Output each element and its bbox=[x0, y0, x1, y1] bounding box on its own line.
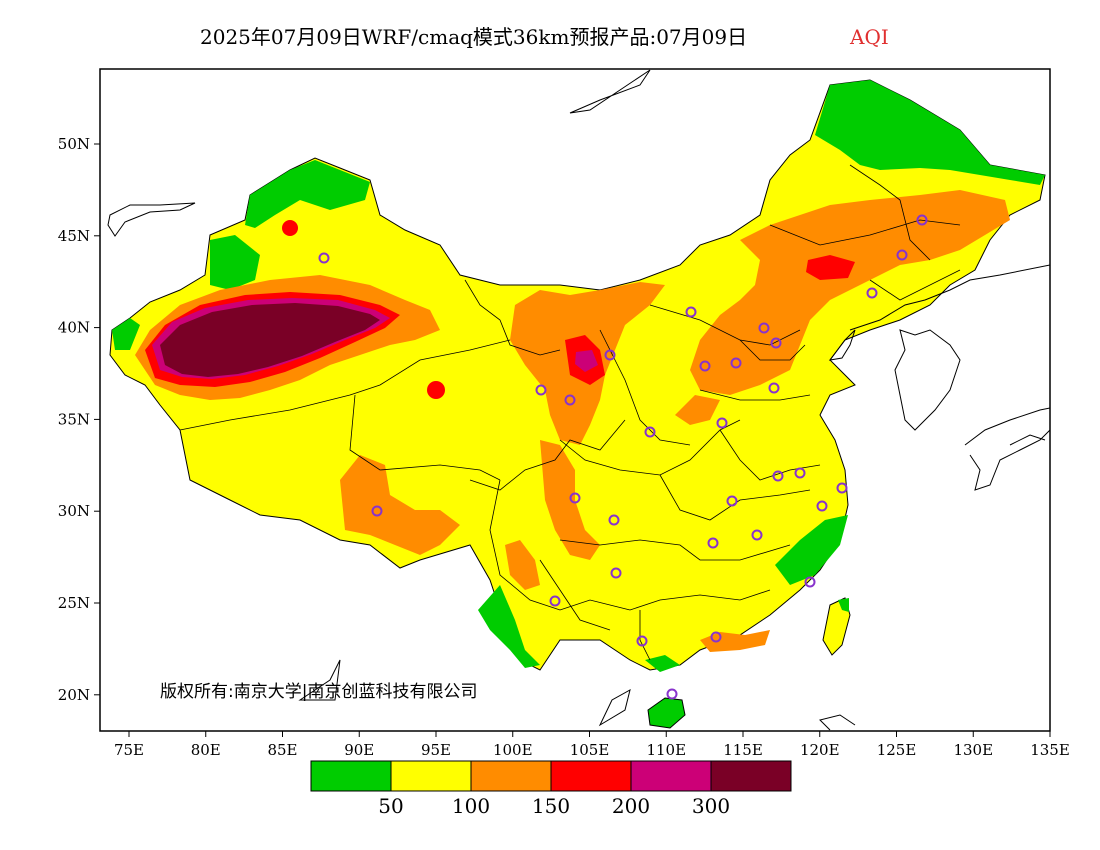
city-marker bbox=[866, 287, 878, 299]
city-marker bbox=[535, 384, 547, 396]
legend-label: 150 bbox=[532, 794, 570, 818]
legend-swatch bbox=[310, 760, 392, 792]
x-tick-label: 80E bbox=[191, 741, 221, 759]
y-tick-label: 25N bbox=[58, 594, 90, 612]
y-tick-label: 40N bbox=[58, 319, 90, 337]
city-marker bbox=[707, 537, 719, 549]
zone-good-west bbox=[210, 235, 260, 290]
x-tick-label: 85E bbox=[267, 741, 297, 759]
city-marker bbox=[768, 382, 780, 394]
x-tick-label: 130E bbox=[953, 741, 993, 759]
zone-good-guangxi bbox=[645, 655, 680, 672]
zone-sensitive-east bbox=[675, 395, 720, 425]
city-markers bbox=[318, 214, 928, 700]
x-tick-label: 100E bbox=[493, 741, 533, 759]
legend-label: 100 bbox=[452, 794, 490, 818]
copyright-note: 版权所有:南京大学|南京创蓝科技有限公司 bbox=[160, 682, 477, 702]
zone-sensitive-yunnan bbox=[505, 540, 540, 590]
variable-label: AQI bbox=[849, 25, 889, 49]
legend-swatch bbox=[710, 760, 792, 792]
zone-hazardous-taklimakan bbox=[160, 303, 380, 377]
neighbor-coastlines bbox=[107, 69, 1050, 731]
x-tick-label: 75E bbox=[114, 741, 144, 759]
city-marker bbox=[610, 567, 622, 579]
zone-sensitive-guangdong bbox=[700, 630, 770, 652]
legend-swatch bbox=[470, 760, 552, 792]
city-marker bbox=[916, 214, 928, 226]
city-marker bbox=[685, 306, 697, 318]
city-marker bbox=[569, 492, 581, 504]
city-marker bbox=[318, 252, 330, 264]
city-marker bbox=[794, 467, 806, 479]
x-tick-label: 115E bbox=[723, 741, 763, 759]
city-marker bbox=[666, 688, 678, 700]
y-tick-label: 35N bbox=[58, 410, 90, 428]
zone-good-west-edge bbox=[112, 318, 140, 350]
city-marker bbox=[716, 417, 728, 429]
x-tick-label: 125E bbox=[877, 741, 917, 759]
legend-swatch bbox=[550, 760, 632, 792]
x-tick-label: 110E bbox=[646, 741, 686, 759]
city-marker bbox=[699, 360, 711, 372]
zone-good-yunnan bbox=[478, 585, 540, 668]
legend-label: 300 bbox=[692, 794, 730, 818]
city-marker bbox=[564, 394, 576, 406]
zone-good-northwest bbox=[245, 160, 370, 228]
city-marker bbox=[804, 576, 816, 588]
x-tick-label: 105E bbox=[570, 741, 610, 759]
legend-label: 200 bbox=[612, 794, 650, 818]
zone-good-northeast bbox=[815, 80, 1045, 185]
y-tick-label: 50N bbox=[58, 135, 90, 153]
city-marker bbox=[816, 500, 828, 512]
taiwan-island bbox=[822, 597, 851, 656]
city-marker bbox=[772, 470, 784, 482]
map-area: 版权所有:南京大学|南京创蓝科技有限公司 bbox=[99, 68, 1051, 732]
y-axis: 50N 45N 40N 35N 30N 25N 20N bbox=[58, 135, 100, 704]
city-marker bbox=[896, 249, 908, 261]
zone-unhealthy-west-spot bbox=[282, 220, 298, 236]
zone-sensitive-northeast bbox=[690, 190, 1010, 395]
legend-swatch bbox=[630, 760, 712, 792]
city-marker bbox=[604, 349, 616, 361]
zone-sensitive-tibet bbox=[340, 455, 460, 555]
city-marker bbox=[726, 495, 738, 507]
aqi-legend: 50 100 150 200 300 bbox=[310, 760, 792, 818]
taiwan-green bbox=[838, 598, 849, 612]
city-marker bbox=[751, 529, 763, 541]
city-marker bbox=[644, 426, 656, 438]
map-frame bbox=[99, 68, 1051, 732]
y-tick-label: 30N bbox=[58, 502, 90, 520]
zone-very-unhealthy-north bbox=[575, 350, 598, 372]
x-tick-label: 120E bbox=[800, 741, 840, 759]
x-axis: 75E 80E 85E 90E 95E 100E 105E 110E 115E 120E 125E 1… bbox=[114, 731, 1070, 759]
y-tick-label: 20N bbox=[58, 686, 90, 704]
y-tick-label: 45N bbox=[58, 227, 90, 245]
city-marker bbox=[758, 322, 770, 334]
city-marker bbox=[730, 357, 742, 369]
x-tick-label: 135E bbox=[1030, 741, 1070, 759]
city-marker bbox=[770, 337, 782, 349]
legend-swatch bbox=[390, 760, 472, 792]
zone-unhealthy-northeast bbox=[806, 255, 855, 280]
city-marker bbox=[710, 631, 722, 643]
province-boundaries bbox=[179, 164, 961, 661]
city-marker bbox=[636, 635, 648, 647]
zone-good-southeast bbox=[775, 515, 848, 585]
city-marker bbox=[836, 482, 848, 494]
hainan-island bbox=[647, 697, 686, 729]
x-tick-label: 95E bbox=[421, 741, 451, 759]
map-title: 2025年07月09日WRF/cmaq模式36km预报产品:07月09日 bbox=[200, 25, 747, 49]
zone-unhealthy-qinghai-spot bbox=[427, 381, 445, 399]
legend-label: 50 bbox=[378, 794, 403, 818]
city-marker bbox=[549, 595, 561, 607]
city-marker bbox=[608, 514, 620, 526]
city-marker bbox=[371, 505, 383, 517]
x-tick-label: 90E bbox=[344, 741, 374, 759]
